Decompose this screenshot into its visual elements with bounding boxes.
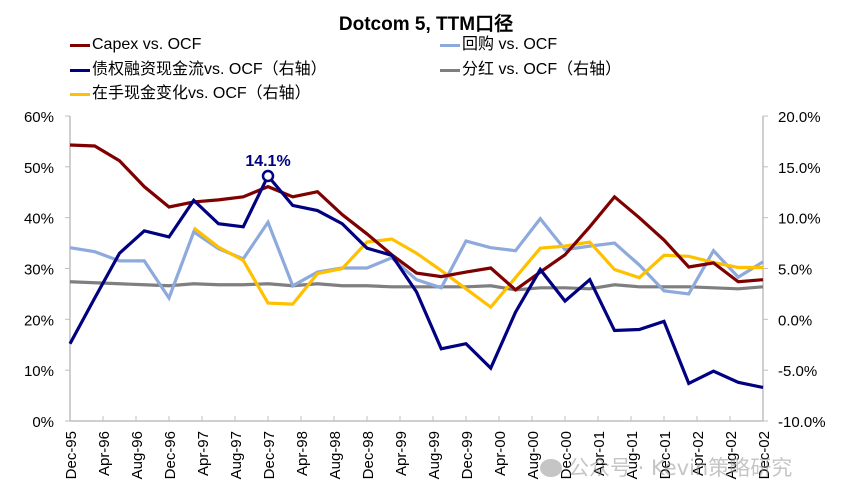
left-tick-label: 0% [32,414,54,431]
x-tick-label: Dec-99 [459,431,476,479]
x-tick-label: Dec-01 [657,431,674,479]
peak-marker [261,169,275,183]
left-tick-label: 10% [24,363,54,380]
axes: 0% 10% 20% 30% 40% 50% 60% -10.0% -5.0% 0.0% 5.0% 1… [24,109,826,479]
right-tick-label: 15.0% [778,160,821,177]
x-tick-label: Dec-95 [63,431,80,479]
legend-item-buyback: 回购 vs. OCF [440,35,557,55]
x-tick-label: Apr-01 [591,431,608,476]
legend-label-capex: Capex vs. OCF [92,36,202,53]
legend-swatch-cash [70,92,90,96]
legend-label-dividend: 分红 vs. OCF（右轴） [462,61,622,78]
legend-swatch-dividend [440,68,460,72]
legend-item-capex: Capex vs. OCF [70,35,201,55]
left-tick-label: 40% [24,211,54,228]
left-tick-label: 60% [24,109,54,126]
x-tick-label: Dec-02 [756,431,773,479]
series-line-4 [192,226,763,310]
x-tick-label: Dec-98 [360,431,377,479]
right-tick-label: 0.0% [778,312,812,329]
x-tick-label: Aug-96 [129,431,146,479]
legend-label-buyback: 回购 vs. OCF [462,36,558,53]
legend-item-debt: 债权融资现金流vs. OCF（右轴） [70,60,327,80]
legend-label-cash: 在手现金变化vs. OCF（右轴） [92,85,311,102]
chart-title: Dotcom 5, TTM口径 [338,14,514,35]
x-tick-label: Dec-96 [162,431,179,479]
series-line-0 [69,143,764,292]
x-tick-label: Apr-99 [393,431,410,476]
wechat-icon [540,459,562,477]
left-tick-label: 20% [24,312,54,329]
legend-swatch-buyback [440,43,460,47]
legend-swatch-capex [70,43,90,47]
series-group [68,143,764,390]
x-tick-label: Apr-97 [195,431,212,476]
watermark: 公众号 · Kevin策略研究 [540,452,792,482]
x-tick-label: Dec-00 [558,431,575,479]
x-tick-label: Aug-99 [426,431,443,479]
x-tick-label: Aug-97 [228,431,245,479]
x-tick-label: Aug-01 [624,431,641,479]
left-tick-label: 50% [24,160,54,177]
legend-swatch-debt [70,68,90,72]
right-tick-label: -10.0% [778,414,826,431]
x-tick-label: Aug-02 [723,431,740,479]
series-line-2 [68,173,764,390]
left-tick-label: 30% [24,262,54,279]
x-tick-label: Aug-98 [327,431,344,479]
x-tick-label: Apr-96 [96,431,113,476]
series-line-1 [69,216,764,302]
peak-label: 14.1% [245,153,290,170]
annotation-group: 14.1% [245,153,291,183]
x-tick-label: Apr-00 [492,431,509,476]
right-tick-label: 5.0% [778,262,812,279]
x-tick-label: Dec-97 [261,431,278,479]
legend-label-debt: 债权融资现金流vs. OCF（右轴） [92,61,327,78]
right-tick-label: -5.0% [778,363,817,380]
right-tick-label: 20.0% [778,109,821,126]
x-tick-label: Apr-98 [294,431,311,476]
x-tick-label: Aug-00 [525,431,542,479]
right-tick-label: 10.0% [778,211,821,228]
watermark-text: 公众号 · Kevin策略研究 [568,456,793,480]
legend-item-cash: 在手现金变化vs. OCF（右轴） [70,84,311,104]
legend-item-dividend: 分红 vs. OCF（右轴） [440,60,621,80]
x-tick-label: Apr-02 [690,431,707,476]
series-line-3 [69,280,764,292]
